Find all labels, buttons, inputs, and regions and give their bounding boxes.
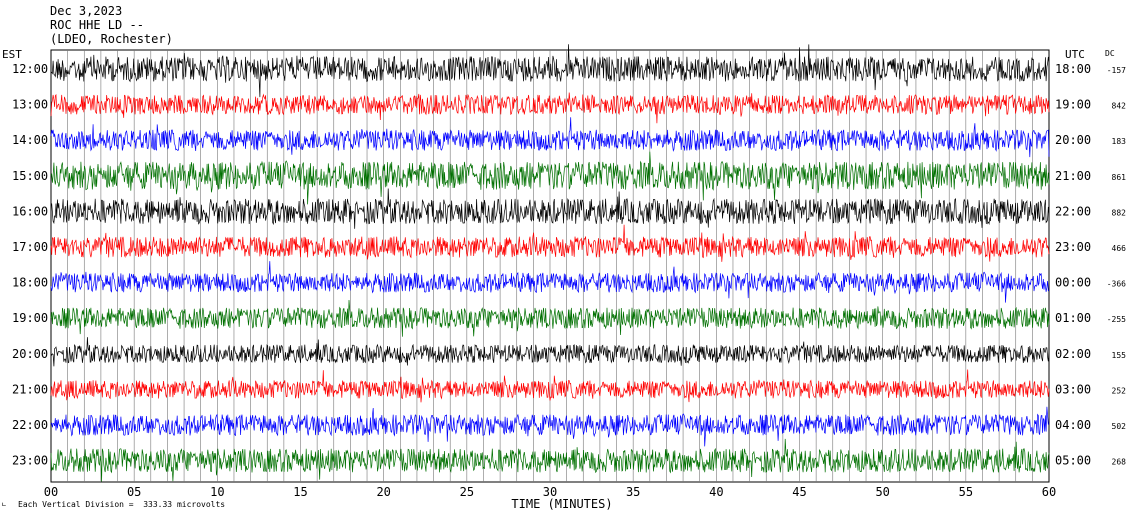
dc-value: -255 bbox=[1107, 315, 1126, 324]
chart-station: ROC HHE LD -- bbox=[50, 18, 144, 32]
dc-value: 252 bbox=[1112, 386, 1127, 395]
trace-row-1800 bbox=[50, 261, 1049, 303]
dc-value: 882 bbox=[1112, 208, 1127, 217]
dc-value: 155 bbox=[1112, 351, 1127, 360]
est-tick-label: 22:00 bbox=[12, 418, 48, 432]
utc-tick-label: 23:00 bbox=[1055, 240, 1091, 254]
trace-row-1400 bbox=[50, 117, 1050, 158]
trace-row-1700 bbox=[50, 224, 1050, 262]
scale-mark-icon: ∟ bbox=[2, 501, 7, 509]
trace-row-1500 bbox=[50, 151, 1050, 205]
utc-tick-label: 05:00 bbox=[1055, 454, 1091, 468]
x-tick-label: 60 bbox=[1042, 485, 1056, 499]
x-tick-label: 50 bbox=[875, 485, 889, 499]
utc-tick-label: 22:00 bbox=[1055, 204, 1091, 218]
trace-row-1900 bbox=[50, 299, 1050, 337]
trace-row-1300 bbox=[50, 92, 1050, 124]
trace-row-2000 bbox=[50, 337, 1050, 367]
utc-tick-label: 21:00 bbox=[1055, 169, 1091, 183]
utc-tick-label: 20:00 bbox=[1055, 133, 1091, 147]
dc-value: -157 bbox=[1107, 66, 1126, 75]
utc-tick-label: 01:00 bbox=[1055, 311, 1091, 325]
est-tick-label: 21:00 bbox=[12, 382, 48, 396]
dc-value: 502 bbox=[1112, 422, 1127, 431]
x-tick-label: 45 bbox=[792, 485, 806, 499]
utc-tick-label: 18:00 bbox=[1055, 62, 1091, 76]
x-tick-label: 15 bbox=[293, 485, 307, 499]
x-tick-label: 35 bbox=[626, 485, 640, 499]
dc-value: -366 bbox=[1107, 280, 1126, 289]
x-tick-label: 00 bbox=[44, 485, 58, 499]
dc-value: 861 bbox=[1112, 173, 1127, 182]
x-tick-label: 25 bbox=[460, 485, 474, 499]
chart-date: Dec 3,2023 bbox=[50, 4, 123, 18]
dc-value: 268 bbox=[1112, 458, 1127, 467]
x-axis-label: TIME (MINUTES) bbox=[511, 497, 612, 511]
est-tick-label: 13:00 bbox=[12, 98, 48, 112]
dc-value: 842 bbox=[1112, 102, 1127, 111]
est-axis-title: EST bbox=[2, 48, 22, 61]
chart-network: (LDEO, Rochester) bbox=[50, 32, 173, 46]
trace-row-1600 bbox=[50, 188, 1050, 229]
x-tick-label: 40 bbox=[709, 485, 723, 499]
est-tick-label: 16:00 bbox=[12, 204, 48, 218]
trace-row-2300 bbox=[50, 438, 1050, 482]
dc-value: 466 bbox=[1112, 244, 1127, 253]
est-tick-label: 18:00 bbox=[12, 276, 48, 290]
trace-row-2200 bbox=[50, 406, 1050, 447]
est-tick-label: 17:00 bbox=[12, 240, 48, 254]
utc-tick-label: 04:00 bbox=[1055, 418, 1091, 432]
x-tick-label: 30 bbox=[543, 485, 557, 499]
dc-axis-title: DC bbox=[1105, 49, 1115, 58]
x-tick-label: 10 bbox=[210, 485, 224, 499]
est-tick-label: 14:00 bbox=[12, 133, 48, 147]
scale-note: Each Vertical Division = 333.33 microvol… bbox=[18, 500, 226, 509]
utc-tick-label: 00:00 bbox=[1055, 276, 1091, 290]
est-tick-label: 20:00 bbox=[12, 347, 48, 361]
x-tick-label: 55 bbox=[959, 485, 973, 499]
utc-axis-title: UTC bbox=[1065, 48, 1085, 61]
trace-row-2100 bbox=[50, 369, 1050, 403]
est-tick-label: 19:00 bbox=[12, 311, 48, 325]
est-tick-label: 12:00 bbox=[12, 62, 48, 76]
utc-tick-label: 19:00 bbox=[1055, 98, 1091, 112]
utc-tick-label: 02:00 bbox=[1055, 347, 1091, 361]
est-tick-label: 15:00 bbox=[12, 169, 48, 183]
x-tick-label: 05 bbox=[127, 485, 141, 499]
dc-value: 183 bbox=[1112, 137, 1127, 146]
est-tick-label: 23:00 bbox=[12, 454, 48, 468]
utc-tick-label: 03:00 bbox=[1055, 382, 1091, 396]
trace-row-1200 bbox=[50, 44, 1050, 98]
x-tick-label: 20 bbox=[376, 485, 390, 499]
